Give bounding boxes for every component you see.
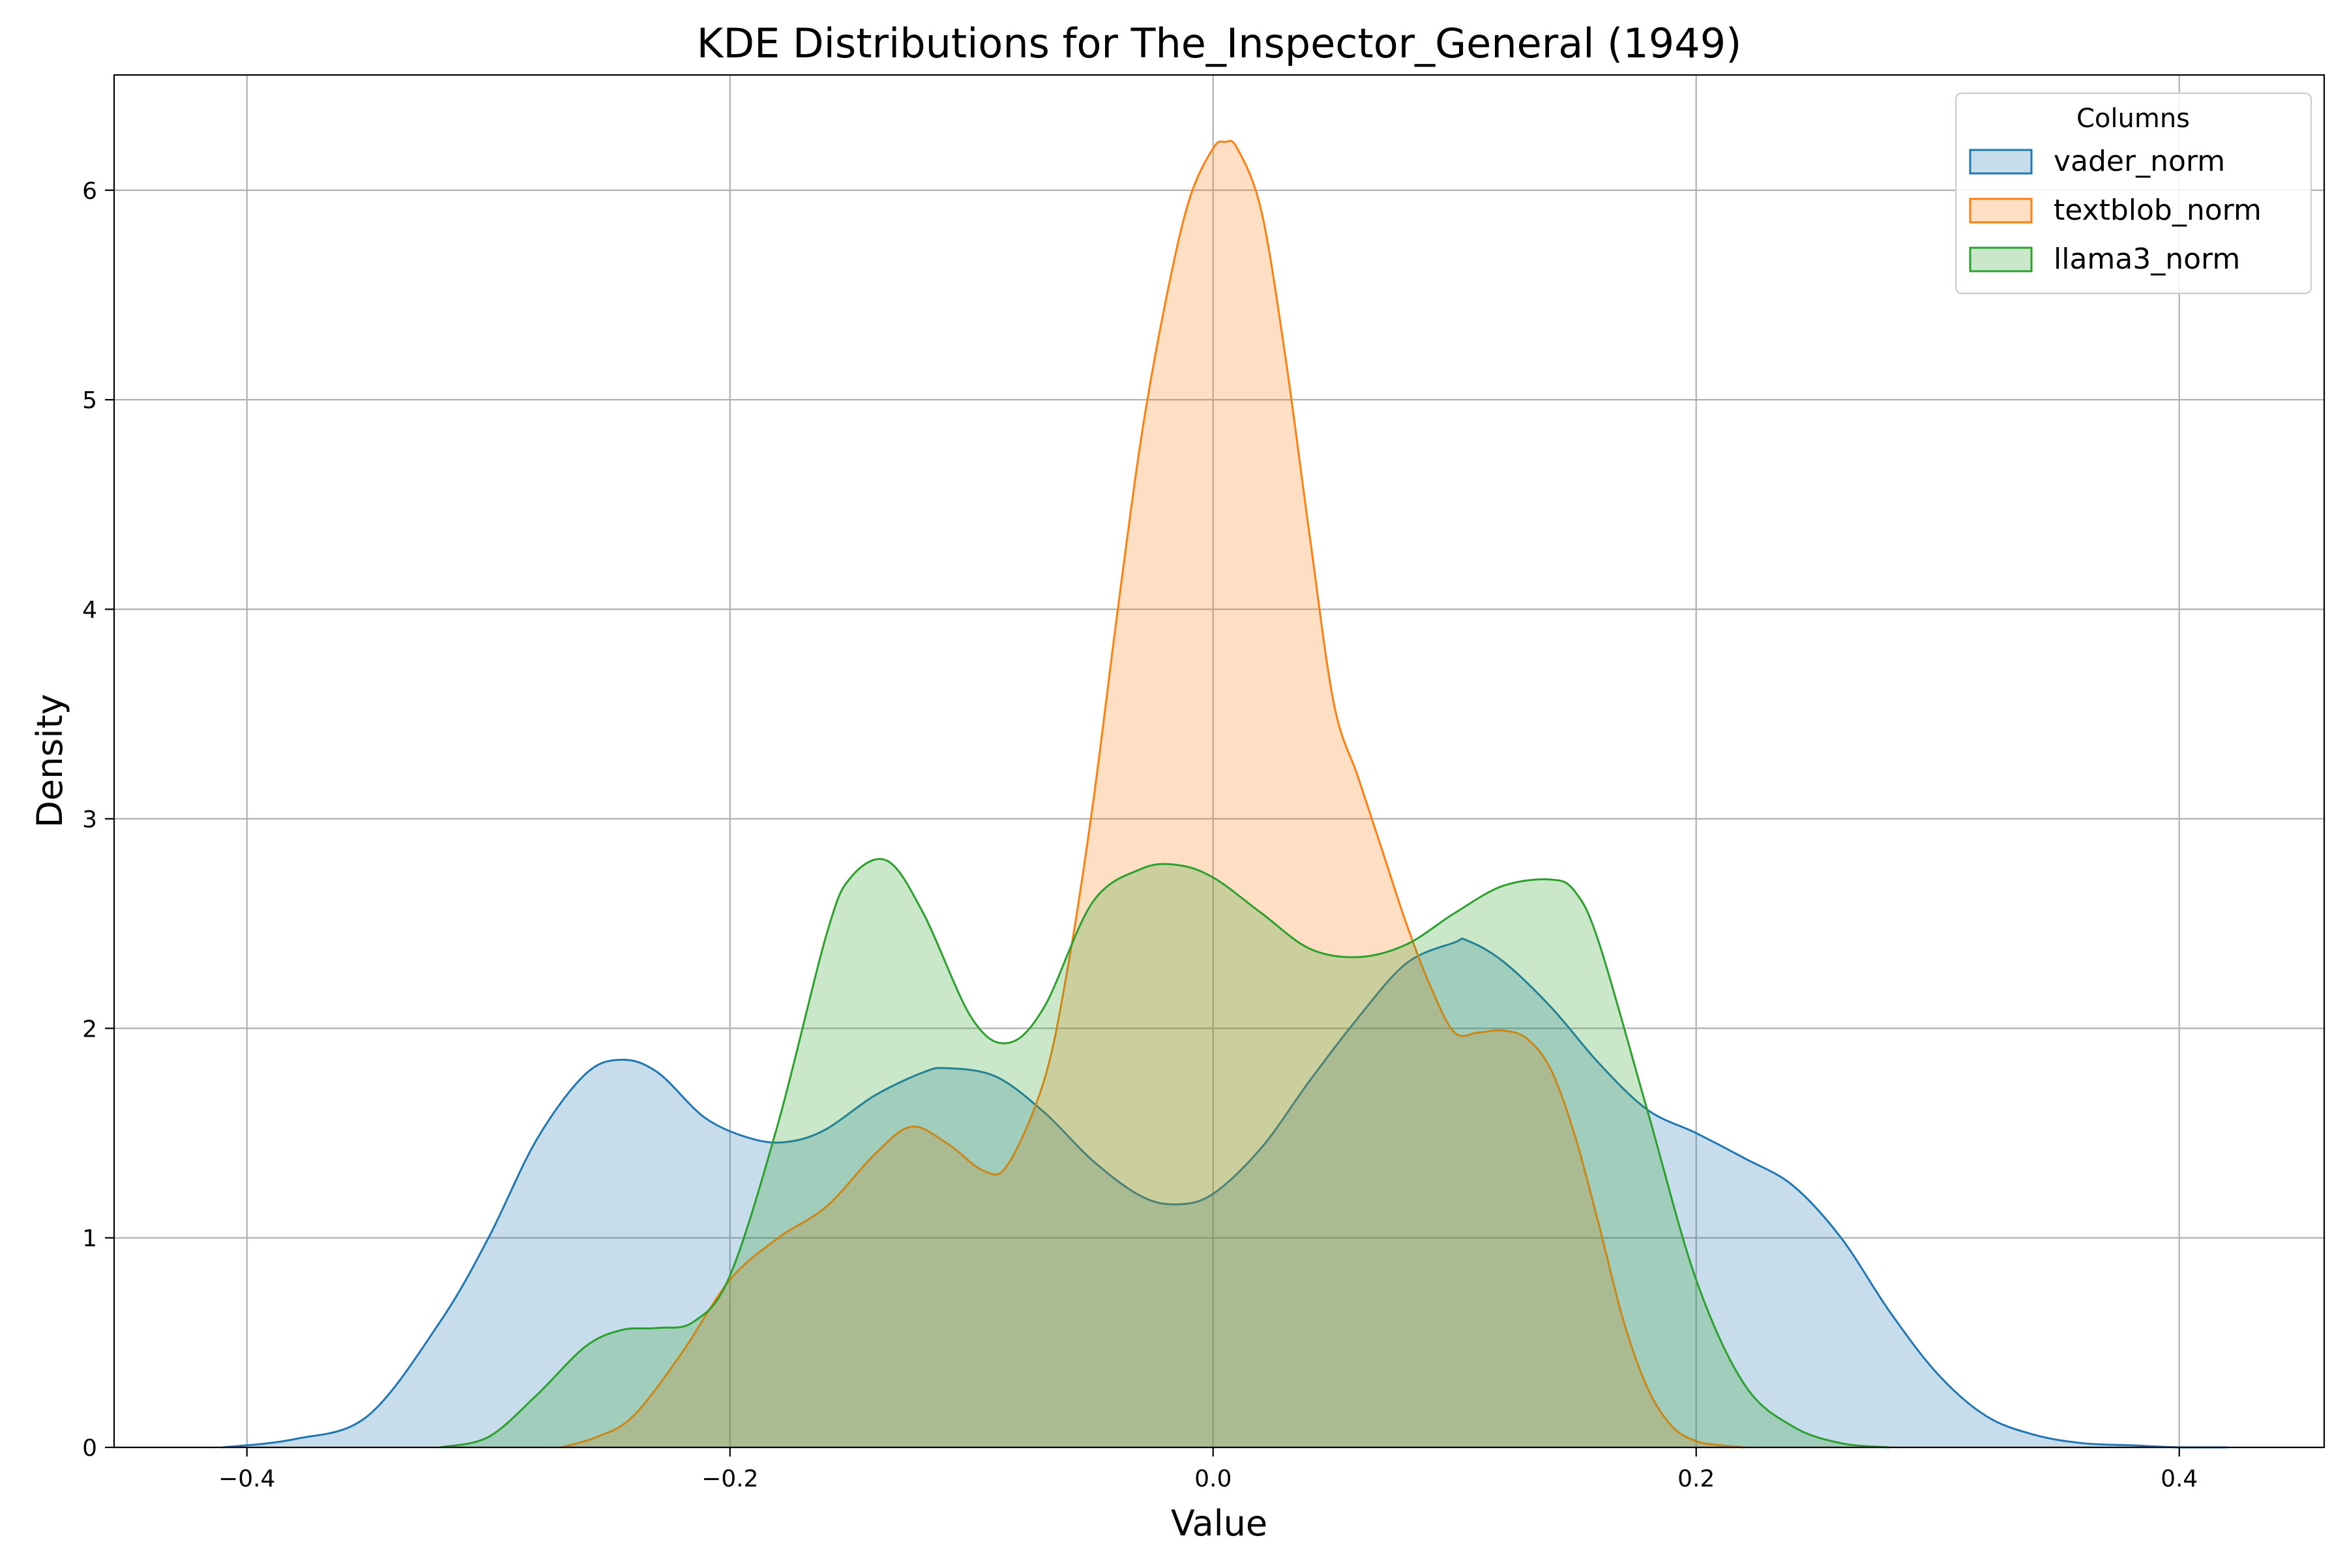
y-tick-label: 2: [82, 1016, 97, 1043]
y-tick-label: 1: [82, 1226, 97, 1252]
textblob_norm-legend-swatch: [1969, 198, 2033, 224]
x-tick-label: 0.4: [2161, 1466, 2198, 1492]
y-tick-label: 3: [82, 806, 97, 833]
textblob_norm-legend-label: textblob_norm: [2054, 194, 2262, 227]
vader_norm-legend-label: vader_norm: [2054, 145, 2225, 178]
vader_norm-line: [222, 938, 2228, 1449]
textblob_norm-area: [561, 141, 1745, 1448]
llama3_norm-area: [440, 859, 1890, 1447]
legend-title: Columns: [2076, 104, 2190, 134]
llama3_norm-line: [439, 858, 1890, 1449]
vader_norm-legend-swatch: [1969, 149, 2033, 175]
x-axis-label: Value: [1171, 1503, 1267, 1544]
llama3_norm-legend-label: llama3_norm: [2054, 243, 2240, 276]
y-axis-label: Density: [29, 694, 70, 827]
x-tick-label: −0.2: [701, 1466, 758, 1492]
textblob_norm-line: [560, 140, 1745, 1449]
llama3_norm-legend-swatch: [1969, 246, 2033, 273]
legend-items: vader_norm textblob_norm llama3_norm: [1969, 145, 2262, 276]
series-areas: [222, 140, 2228, 1449]
plot-frame: [113, 74, 2325, 1449]
y-tick-label: 6: [82, 178, 97, 205]
y-tick-label: 0: [82, 1435, 97, 1462]
legend: Columns vader_norm textblob_norm llama3_no…: [1955, 92, 2312, 295]
vader_norm-area: [222, 938, 2228, 1447]
chart-title: KDE Distributions for The_Inspector_Gene…: [697, 20, 1742, 67]
legend-frame: [1955, 92, 2312, 295]
x-tick-label: 0.2: [1677, 1466, 1715, 1492]
y-tick-label: 4: [82, 597, 97, 624]
x-tick-label: −0.4: [218, 1466, 275, 1492]
axis-ticks: −0.4 −0.2 0.0 0.2 0.4 0 1 2 3 4 5 6: [82, 178, 2198, 1492]
x-tick-label: 0.0: [1194, 1466, 1232, 1492]
y-tick-label: 5: [82, 387, 97, 414]
